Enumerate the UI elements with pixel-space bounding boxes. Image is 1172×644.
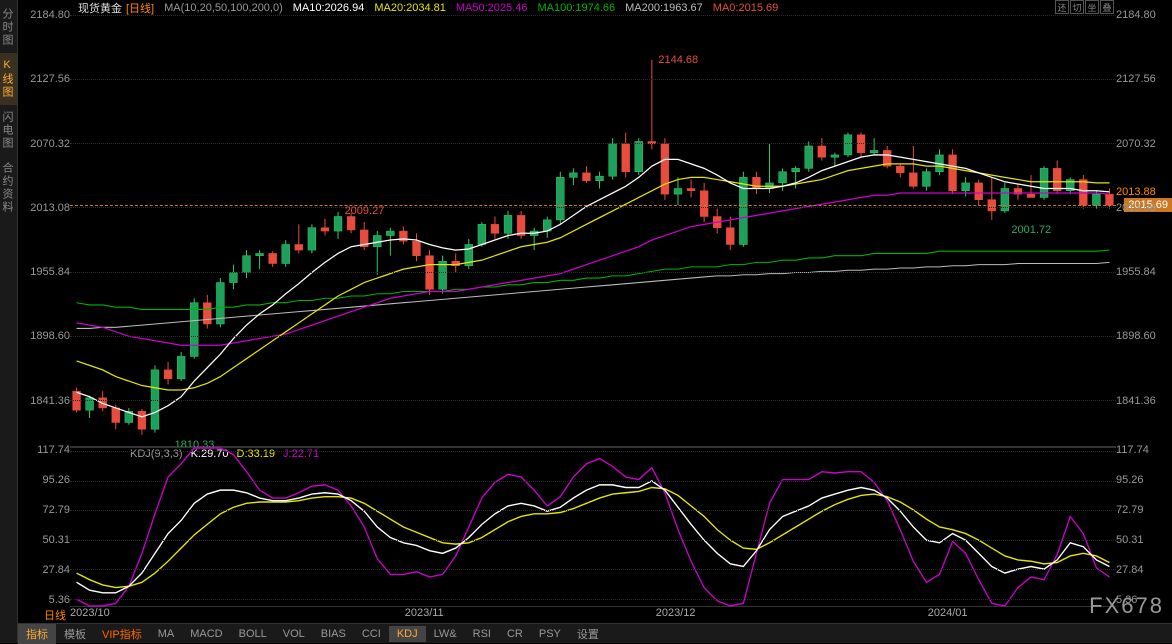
kdj-axis-left: 117.74 95.26 72.79 50.31 27.84 5.36 — [18, 447, 70, 607]
indicator-tab-CR[interactable]: CR — [499, 626, 531, 642]
ma-label-2: MA50:2025.46 — [456, 2, 528, 14]
time-axis: 日线2023/10 2023/11 2023/12 2024/01 — [18, 607, 1172, 623]
kdj-ytick: 117.74 — [1116, 444, 1172, 456]
indicator-tab-BOLL[interactable]: BOLL — [231, 626, 275, 642]
sidebar-item-0[interactable]: 分时图 — [0, 2, 17, 53]
ytick: 2013.08 — [18, 202, 70, 214]
indicator-tab-CCI[interactable]: CCI — [354, 626, 389, 642]
ytick: 2127.56 — [18, 73, 70, 85]
kdj-ytick: 50.31 — [18, 534, 70, 546]
chart-info-bar: 现货黄金[日线] MA(10,20,50,100,200,0) 还切坐叠 MA10… — [18, 0, 1172, 15]
time-tick: 2023/12 — [656, 607, 696, 619]
price-annotation: 2144.68 — [658, 54, 698, 66]
kdj-ytick: 95.26 — [18, 474, 70, 486]
kdj-ytick: 27.84 — [18, 564, 70, 576]
indicator-tab-设置[interactable]: 设置 — [569, 624, 607, 644]
ma-label-5: MA0:2015.69 — [713, 2, 778, 14]
ytick: 2127.56 — [1116, 73, 1172, 85]
ma-label-4: MA200:1963.67 — [625, 2, 703, 14]
kdj-ytick: 95.26 — [1116, 474, 1172, 486]
sidebar-item-2[interactable]: 闪电图 — [0, 105, 17, 156]
ytick: 1841.36 — [18, 395, 70, 407]
toolbar-icon-0[interactable]: 还 — [1055, 0, 1069, 14]
ytick: 2013.08 — [1116, 202, 1172, 214]
indicator-tab-LW&[interactable]: LW& — [426, 626, 465, 642]
ytick: 1955.84 — [18, 266, 70, 278]
toolbar-icon-1[interactable]: 切 — [1070, 0, 1084, 14]
ytick: 1955.84 — [1116, 266, 1172, 278]
symbol-name: 现货黄金 — [78, 0, 122, 16]
ma-label-0: MA10:2026.94 — [293, 2, 365, 14]
ytick: 1898.60 — [18, 330, 70, 342]
ytick: 2070.32 — [1116, 138, 1172, 150]
sidebar-item-1[interactable]: K线图 — [0, 53, 17, 105]
kdj-ytick: 72.79 — [1116, 504, 1172, 516]
ytick: 2184.80 — [18, 9, 70, 21]
price-axis-right: 2184.802127.562070.322013.081955.841898.… — [1116, 15, 1172, 447]
indicator-tab-VOL[interactable]: VOL — [275, 626, 313, 642]
price-axis-left: 2184.802127.562070.322013.081955.841898.… — [18, 15, 70, 447]
bottom-tab-0[interactable]: 指标 — [18, 624, 56, 644]
time-axis-timeframe: 日线 — [18, 607, 70, 623]
kdj-ytick: 72.79 — [18, 504, 70, 516]
ytick: 1841.36 — [1116, 395, 1172, 407]
time-tick: 2023/11 — [405, 607, 444, 619]
bottom-tab-1[interactable]: 模板 — [56, 624, 94, 644]
toolbar-icon-3[interactable]: 叠 — [1100, 0, 1114, 14]
price-annotation: 2009.27 — [345, 205, 385, 217]
indicator-tab-KDJ[interactable]: KDJ — [389, 626, 426, 642]
kdj-ytick: 117.74 — [18, 444, 70, 456]
kdj-ytick: 27.84 — [1116, 564, 1172, 576]
indicator-tab-PSY[interactable]: PSY — [531, 626, 569, 642]
price-plot[interactable]: 2015.691810.332009.272144.682001.72 — [70, 15, 1116, 447]
price-annotation: 2001.72 — [1011, 224, 1051, 236]
left-sidebar: 分时图K线图闪电图合约资料 — [0, 0, 18, 643]
kdj-axis-right: 117.7495.2672.7950.3127.845.36 — [1116, 447, 1172, 607]
indicator-tabs-bar: 指标模板VIP指标MAMACDBOLLVOLBIASCCIKDJLW&RSICR… — [18, 623, 1172, 643]
kdj-panel: 117.74 95.26 72.79 50.31 27.84 5.36 KDJ(9,3,3… — [18, 447, 1172, 607]
kdj-plot[interactable]: KDJ(9,3,3)K:29.70D:33.19J:22.71 — [70, 447, 1116, 607]
timeframe-label: [日线] — [126, 0, 154, 16]
indicator-tab-RSI[interactable]: RSI — [465, 626, 499, 642]
indicator-tab-MA[interactable]: MA — [150, 626, 183, 642]
price-chart-panel: 2184.802127.562070.322013.081955.841898.… — [18, 15, 1172, 447]
kdj-ytick: 50.31 — [1116, 534, 1172, 546]
vip-tab[interactable]: VIP指标 — [94, 624, 150, 644]
toolbar-icon-2[interactable]: 坐 — [1085, 0, 1099, 14]
ma-label-3: MA100:1974.66 — [537, 2, 615, 14]
time-tick: 2024/01 — [928, 607, 968, 619]
indicator-tab-BIAS[interactable]: BIAS — [313, 626, 354, 642]
ma-params: MA(10,20,50,100,200,0) — [164, 2, 283, 14]
time-tick: 2023/10 — [70, 607, 110, 619]
ytick: 1898.60 — [1116, 330, 1172, 342]
ytick: 2070.32 — [18, 138, 70, 150]
watermark: FX678 — [1089, 593, 1164, 619]
sidebar-item-3[interactable]: 合约资料 — [0, 156, 17, 220]
indicator-tab-MACD[interactable]: MACD — [182, 626, 230, 642]
kdj-ytick: 5.36 — [18, 594, 70, 606]
ma-label-1: MA20:2034.81 — [374, 2, 446, 14]
ytick: 2184.80 — [1116, 9, 1172, 21]
